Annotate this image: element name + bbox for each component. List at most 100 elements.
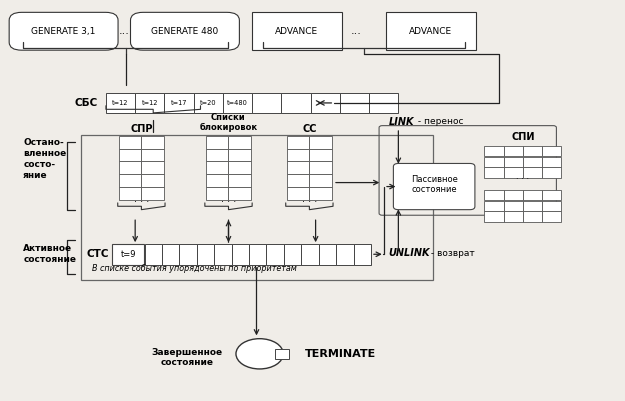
Bar (162, 244, 179, 265)
Bar (504, 168, 522, 178)
Bar (504, 200, 522, 211)
Bar (504, 146, 522, 156)
Bar (522, 190, 542, 200)
Bar (229, 187, 251, 200)
Bar (504, 157, 522, 167)
Text: СПИ: СПИ (511, 132, 534, 142)
Text: t=12: t=12 (141, 100, 158, 106)
Bar (484, 200, 504, 211)
Bar (484, 157, 504, 167)
Bar (119, 149, 141, 162)
Text: · · ·: · · · (134, 197, 149, 207)
Text: Завершенное
состояние: Завершенное состояние (151, 348, 222, 367)
Bar (542, 157, 561, 167)
Bar (287, 174, 309, 187)
Bar (229, 162, 251, 174)
Bar (135, 93, 164, 113)
Text: СБС: СБС (74, 98, 98, 108)
Bar (119, 136, 141, 149)
Bar (206, 149, 229, 162)
Bar (319, 244, 336, 265)
Bar (542, 200, 561, 211)
Bar (484, 211, 504, 222)
Text: t=17: t=17 (171, 100, 187, 106)
Bar (252, 93, 281, 113)
Bar (301, 244, 319, 265)
Bar (229, 174, 251, 187)
Text: · · ·: · · · (516, 175, 529, 184)
Bar (206, 187, 229, 200)
Bar (309, 149, 332, 162)
Text: СТС: СТС (86, 249, 109, 259)
Bar (309, 162, 332, 174)
Text: t=480: t=480 (227, 100, 248, 106)
Bar (281, 93, 311, 113)
Text: UNLINK: UNLINK (388, 248, 430, 258)
Text: t=12: t=12 (112, 100, 129, 106)
Text: СПР: СПР (130, 124, 152, 134)
Bar (542, 211, 561, 222)
Text: Пассивное
состояние: Пассивное состояние (411, 175, 458, 194)
Text: GENERATE 480: GENERATE 480 (151, 27, 219, 36)
Bar (119, 187, 141, 200)
Bar (484, 168, 504, 178)
Bar (141, 136, 164, 149)
Text: ADVANCE: ADVANCE (276, 27, 319, 36)
Bar (287, 136, 309, 149)
Bar (309, 136, 332, 149)
Bar (484, 146, 504, 156)
Bar (309, 174, 332, 187)
Circle shape (236, 339, 283, 369)
Bar (164, 93, 194, 113)
Text: ...: ... (351, 26, 361, 36)
Bar (522, 211, 542, 222)
Bar (144, 244, 162, 265)
Bar (112, 244, 144, 265)
Bar (141, 187, 164, 200)
Bar (542, 168, 561, 178)
FancyBboxPatch shape (252, 12, 342, 50)
Bar (340, 93, 369, 113)
Bar (309, 187, 332, 200)
Bar (229, 136, 251, 149)
Bar (354, 244, 371, 265)
Text: Активное
состояние: Активное состояние (23, 244, 76, 264)
Text: ...: ... (119, 26, 130, 36)
Text: · · ·: · · · (302, 197, 317, 207)
Text: t=9: t=9 (121, 250, 136, 259)
Bar (106, 93, 135, 113)
Bar (274, 348, 289, 359)
FancyBboxPatch shape (386, 12, 476, 50)
Text: Остано-
вленное
состо-
яние: Остано- вленное состо- яние (23, 138, 66, 180)
Bar (223, 93, 252, 113)
Bar (206, 162, 229, 174)
Bar (287, 187, 309, 200)
Bar (197, 244, 214, 265)
Bar (504, 190, 522, 200)
Text: TERMINATE: TERMINATE (304, 349, 376, 359)
Bar (522, 146, 542, 156)
Bar (311, 93, 340, 113)
Bar (504, 211, 522, 222)
Bar (141, 174, 164, 187)
Text: t=20: t=20 (200, 100, 217, 106)
Bar (522, 157, 542, 167)
Bar (179, 244, 197, 265)
FancyBboxPatch shape (131, 12, 239, 50)
Text: ADVANCE: ADVANCE (409, 27, 452, 36)
Bar (119, 174, 141, 187)
Bar (336, 244, 354, 265)
Bar (287, 149, 309, 162)
Bar (232, 244, 249, 265)
Text: LINK: LINK (388, 117, 414, 127)
Text: Списки
блокировок: Списки блокировок (199, 113, 258, 132)
Bar (229, 149, 251, 162)
Text: · · ·: · · · (221, 197, 236, 207)
Bar (249, 244, 266, 265)
Bar (194, 93, 223, 113)
Bar (522, 200, 542, 211)
Bar (284, 244, 301, 265)
Bar (206, 174, 229, 187)
Bar (287, 162, 309, 174)
Bar (266, 244, 284, 265)
